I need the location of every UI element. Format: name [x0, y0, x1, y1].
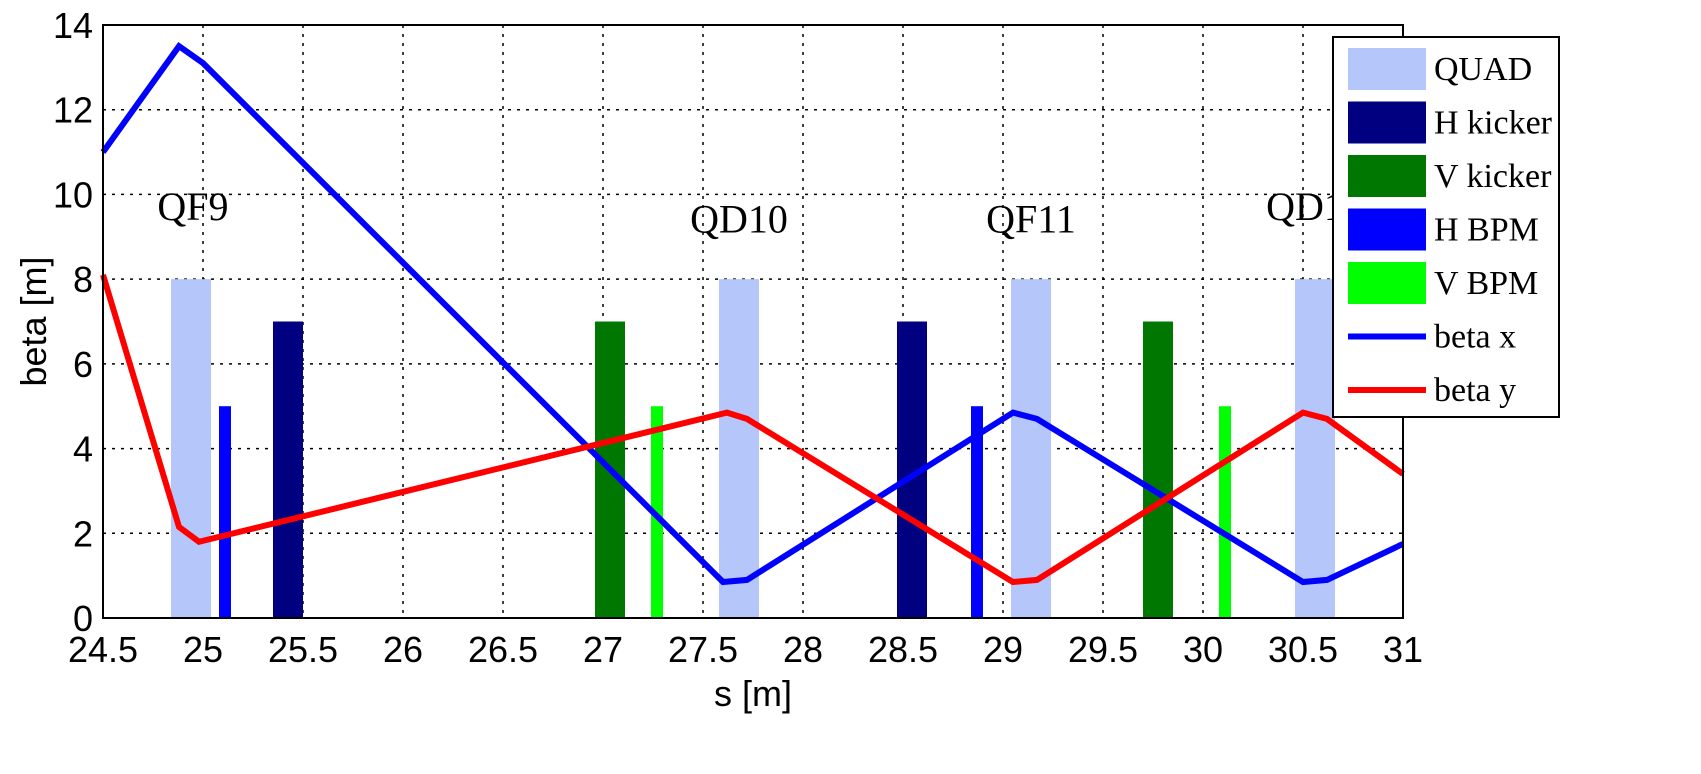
- y-tick-labels: 0 2 4 6 8 10 12 14: [53, 5, 93, 639]
- y-tick-label: 12: [53, 90, 93, 131]
- legend-swatch-v-kicker: [1348, 155, 1426, 197]
- x-tick-label: 31: [1383, 629, 1423, 670]
- legend: QUAD H kicker V kicker H BPM V BPM beta x beta…: [1332, 36, 1560, 418]
- element-label-qf9: QF9: [157, 184, 228, 229]
- x-tick-label: 27.5: [668, 629, 738, 670]
- legend-label-beta-y: beta y: [1434, 372, 1516, 409]
- quad-bar: [1011, 279, 1051, 618]
- element-labels: QF9 QD10 QF11 QD12: [157, 184, 1363, 242]
- legend-swatch-quad: [1348, 48, 1426, 90]
- x-tick-label: 30.5: [1268, 629, 1338, 670]
- x-tick-label: 30: [1183, 629, 1223, 670]
- y-tick-label: 4: [73, 429, 93, 470]
- y-tick-label: 10: [53, 174, 93, 215]
- quad-bar: [171, 279, 211, 618]
- x-tick-label: 25: [183, 629, 223, 670]
- x-tick-label: 25.5: [268, 629, 338, 670]
- legend-label-v-kicker: V kicker: [1434, 158, 1552, 195]
- quad-bar: [719, 279, 759, 618]
- y-tick-label: 14: [53, 5, 93, 46]
- y-axis-label: beta [m]: [13, 256, 54, 386]
- lattice-elements: [171, 279, 1335, 618]
- y-tick-label: 8: [73, 259, 93, 300]
- legend-swatch-h-kicker: [1348, 101, 1426, 144]
- legend-label-h-bpm: H BPM: [1434, 212, 1539, 249]
- beta-x-line: [100, 42, 1405, 586]
- x-tick-label: 28: [783, 629, 823, 670]
- beta-y-line: [100, 274, 1405, 586]
- y-tick-label: 0: [73, 598, 93, 639]
- x-tick-label: 29.5: [1068, 629, 1138, 670]
- x-tick-label: 26: [383, 629, 423, 670]
- legend-label-v-bpm: V BPM: [1434, 265, 1538, 302]
- legend-label-beta-x: beta x: [1434, 319, 1516, 356]
- v-bpm-bar: [1219, 406, 1231, 618]
- y-tick-label: 2: [73, 513, 93, 554]
- x-tick-label: 26.5: [468, 629, 538, 670]
- legend-label-quad: QUAD: [1434, 51, 1532, 88]
- x-tick-label: 28.5: [868, 629, 938, 670]
- quad-bar: [1295, 279, 1335, 618]
- h-bpm-bar: [219, 406, 231, 618]
- x-tick-label: 29: [983, 629, 1023, 670]
- x-axis-label: s [m]: [714, 673, 792, 714]
- x-tick-label: 24.5: [68, 629, 138, 670]
- x-tick-label: 27: [583, 629, 623, 670]
- v-kicker-bar: [1143, 321, 1173, 618]
- x-tick-labels: 24.5 25 25.5 26 26.5 27 27.5 28 28.5 29 29.5 30 30.5…: [68, 629, 1423, 670]
- y-tick-label: 6: [73, 344, 93, 385]
- element-label-qd10: QD10: [690, 197, 788, 242]
- legend-swatch-h-bpm: [1348, 208, 1426, 251]
- h-kicker-bar: [273, 321, 303, 618]
- legend-swatch-v-bpm: [1348, 262, 1426, 304]
- element-label-qf11: QF11: [986, 197, 1076, 242]
- legend-label-h-kicker: H kicker: [1434, 105, 1553, 142]
- beta-series: [100, 42, 1405, 586]
